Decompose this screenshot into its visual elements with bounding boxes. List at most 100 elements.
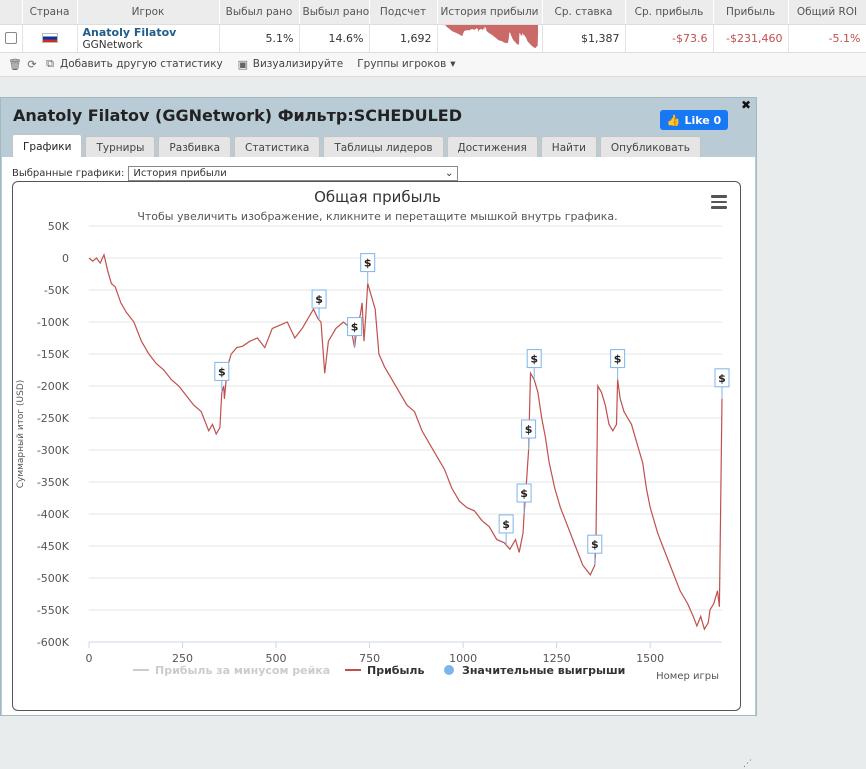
add-stat-label: Добавить другую статистику xyxy=(60,58,223,70)
y-tick-label: -400K xyxy=(37,508,70,521)
tab-content: Выбранные графики: История прибыли ⌄ Общ… xyxy=(2,157,755,769)
stats-panel: Страна Игрок Выбыл рано Выбыл рано Подсч… xyxy=(0,0,866,77)
dollar-icon: $ xyxy=(530,353,538,366)
y-tick-label: 50K xyxy=(48,220,70,233)
col-player[interactable]: Игрок xyxy=(77,0,220,25)
significant-win-flag xyxy=(587,534,603,554)
tab-find[interactable]: Найти xyxy=(540,136,597,158)
y-tick-label: -450K xyxy=(37,540,70,553)
row-checkbox[interactable] xyxy=(5,32,17,44)
col-profit[interactable]: Прибыль xyxy=(713,0,789,25)
copy-icon: ⧉ xyxy=(46,57,54,70)
significant-win-flag xyxy=(311,289,327,309)
col-profit-history[interactable]: История прибыли xyxy=(437,0,543,25)
significant-win-flag xyxy=(498,514,514,534)
significant-win-flag xyxy=(516,483,532,503)
tab-publish[interactable]: Опубликовать xyxy=(599,136,701,158)
player-groups-dropdown[interactable]: Группы игроков ▾ xyxy=(357,58,455,70)
legend-profit-label: Прибыль xyxy=(367,664,424,677)
x-tick-label: 500 xyxy=(266,652,287,665)
trash-icon[interactable]: 🗑 xyxy=(8,57,22,71)
table-row: Anatoly Filatov GGNetwork 5.1% 14.6% 1,6… xyxy=(0,24,866,53)
visualize-label: Визуализируйте xyxy=(252,58,344,70)
significant-win-flag xyxy=(526,349,542,369)
chart-selector[interactable]: История прибыли ⌄ xyxy=(128,166,459,181)
x-tick-label: 1250 xyxy=(543,652,571,665)
tab-charts[interactable]: Графики xyxy=(12,134,83,158)
image-icon: ▣ xyxy=(237,57,248,71)
profit-history-sparkline[interactable] xyxy=(442,24,538,49)
country-cell xyxy=(22,24,78,53)
significant-win-flag xyxy=(214,361,230,381)
add-stat-button[interactable]: ⧉ Добавить другую статистику xyxy=(44,57,223,71)
select-all-header xyxy=(0,0,23,25)
resize-handle-icon[interactable]: ⋰ xyxy=(743,759,752,769)
col-roi[interactable]: Общий ROI xyxy=(788,0,866,25)
x-tick-label: 1500 xyxy=(636,652,664,665)
significant-win-flag xyxy=(521,419,537,439)
y-tick-label: -250K xyxy=(37,412,70,425)
player-cell: Anatoly Filatov GGNetwork xyxy=(77,24,220,53)
y-tick-label: -100K xyxy=(37,316,70,329)
tab-achievements[interactable]: Достижения xyxy=(446,136,538,158)
dollar-icon: $ xyxy=(351,321,359,334)
close-icon[interactable]: ✖ xyxy=(741,98,752,112)
dollar-icon: $ xyxy=(614,353,622,366)
tab-tournaments[interactable]: Турниры xyxy=(85,136,156,158)
avg-stake-value: $1,387 xyxy=(542,24,626,53)
col-early1[interactable]: Выбыл рано xyxy=(219,0,300,25)
col-country[interactable]: Страна xyxy=(22,0,78,25)
x-tick-label: 0 xyxy=(86,652,93,665)
chart-title: Общая прибыль xyxy=(314,188,441,206)
y-axis-title: Суммарный итог (USD) xyxy=(16,380,26,489)
profit-history-sparkline-cell xyxy=(437,24,543,53)
like-label: Like 0 xyxy=(684,113,722,127)
profit-value: -$231,460 xyxy=(713,24,789,53)
roi-value: -5.1% xyxy=(788,24,866,53)
y-tick-label: -200K xyxy=(37,380,70,393)
stats-table: Страна Игрок Выбыл рано Выбыл рано Подсч… xyxy=(0,0,866,53)
popup-tabs: Графики Турниры Разбивка Статистика Табл… xyxy=(12,134,701,158)
col-count[interactable]: Подсчет xyxy=(369,0,438,25)
tab-statistics[interactable]: Статистика xyxy=(234,136,321,158)
player-groups-label: Группы игроков xyxy=(357,58,447,70)
tab-leaderboards[interactable]: Таблицы лидеров xyxy=(323,136,444,158)
significant-win-flag xyxy=(610,349,626,369)
y-tick-label: -150K xyxy=(37,348,70,361)
col-early2[interactable]: Выбыл рано xyxy=(299,0,370,25)
significant-win-flag xyxy=(714,368,730,388)
y-tick-label: -500K xyxy=(37,572,70,585)
x-tick-label: 750 xyxy=(359,652,380,665)
col-avg-profit[interactable]: Ср. прибыль xyxy=(625,0,714,25)
chevron-down-icon: ⌄ xyxy=(445,168,454,179)
early1-value: 5.1% xyxy=(219,24,300,53)
legend-net-rake-label: Прибыль за минусом рейка xyxy=(155,664,330,677)
popup-title: Anatoly Filatov (GGNetwork) Фильтр:SCHED… xyxy=(13,106,462,125)
russia-flag-icon xyxy=(41,33,58,43)
profit-chart[interactable]: Общая прибыль Чтобы увеличить изображени… xyxy=(12,181,741,711)
y-tick-label: -300K xyxy=(37,444,70,457)
x-tick-label: 250 xyxy=(172,652,193,665)
chart-menu-icon[interactable] xyxy=(711,195,727,212)
y-tick-label: -50K xyxy=(44,284,70,297)
y-tick-label: -550K xyxy=(37,604,70,617)
profit-series-line xyxy=(88,252,723,631)
dollar-icon: $ xyxy=(218,365,226,378)
y-tick-label: -600K xyxy=(37,636,70,649)
col-avg-stake[interactable]: Ср. ставка xyxy=(542,0,626,25)
legend-wins-label: Значительные выигрыши xyxy=(462,664,625,677)
x-axis-title: Номер игры xyxy=(656,671,719,682)
chart-selector-value: История прибыли xyxy=(133,168,227,179)
player-network: GGNetwork xyxy=(82,38,143,51)
player-name-link[interactable]: Anatoly Filatov xyxy=(82,25,177,39)
facebook-like-button[interactable]: 👍 Like 0 xyxy=(660,110,728,130)
y-tick-label: 0 xyxy=(62,252,69,265)
dollar-icon: $ xyxy=(520,487,528,500)
significant-win-flag xyxy=(347,317,363,337)
visualize-button[interactable]: ▣ Визуализируйте xyxy=(237,57,344,71)
refresh-icon[interactable]: ⟳ xyxy=(27,57,37,71)
x-tick-label: 1000 xyxy=(449,652,477,665)
dollar-icon: $ xyxy=(591,538,599,551)
legend-wins-symbol xyxy=(444,665,454,675)
tab-breakdown[interactable]: Разбивка xyxy=(158,136,232,158)
